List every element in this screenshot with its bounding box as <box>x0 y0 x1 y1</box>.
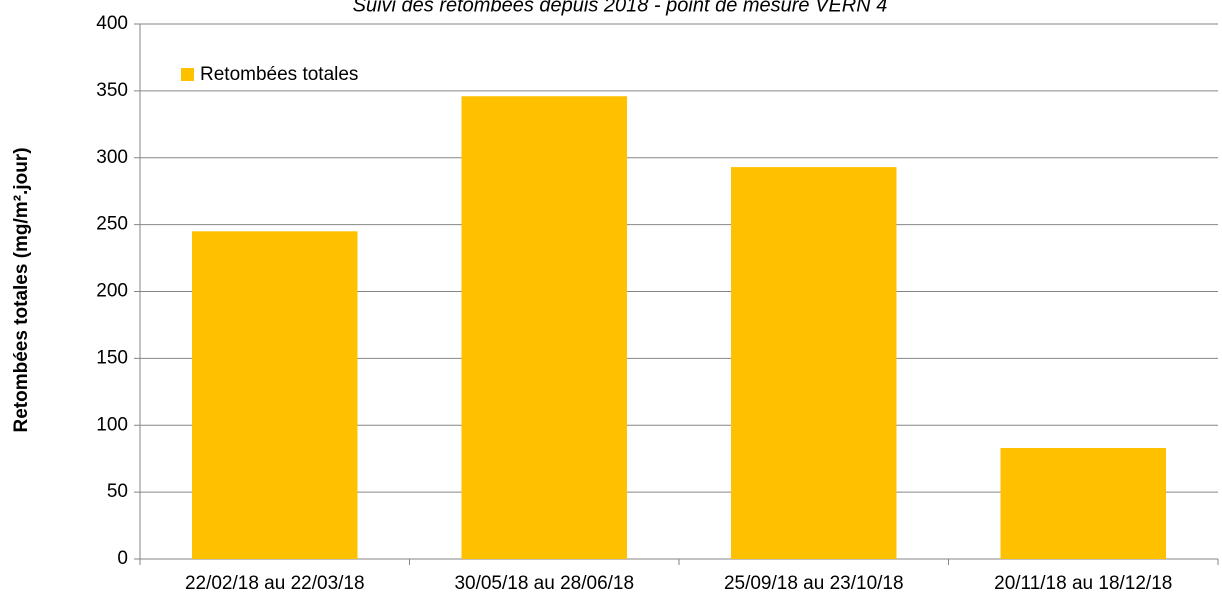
x-tick-label: 20/11/18 au 18/12/18 <box>994 573 1172 594</box>
y-tick-label: 400 <box>96 13 128 34</box>
y-tick-label: 100 <box>96 414 128 435</box>
y-axis-label: Retombées totales (mg/m².jour) <box>11 147 32 432</box>
x-tick-label: 22/02/18 au 22/03/18 <box>185 573 365 594</box>
y-tick-label: 300 <box>96 147 128 168</box>
x-tick-label: 25/09/18 au 23/10/18 <box>724 573 904 594</box>
y-tick-label: 350 <box>96 80 128 101</box>
x-tick-label: 30/05/18 au 28/06/18 <box>454 573 634 594</box>
legend-label: Retombées totales <box>200 64 358 85</box>
y-tick-label: 0 <box>117 548 128 569</box>
y-tick-label: 50 <box>107 481 128 502</box>
bar <box>461 96 627 559</box>
chart-title: Suivi des retombées depuis 2018 - point … <box>353 0 888 16</box>
y-tick-label: 250 <box>96 214 128 235</box>
y-tick-label: 150 <box>96 347 128 368</box>
bar <box>731 167 897 560</box>
legend-swatch <box>181 68 194 81</box>
bar <box>1000 447 1166 559</box>
y-tick-label: 200 <box>96 281 128 302</box>
bar <box>192 231 358 559</box>
